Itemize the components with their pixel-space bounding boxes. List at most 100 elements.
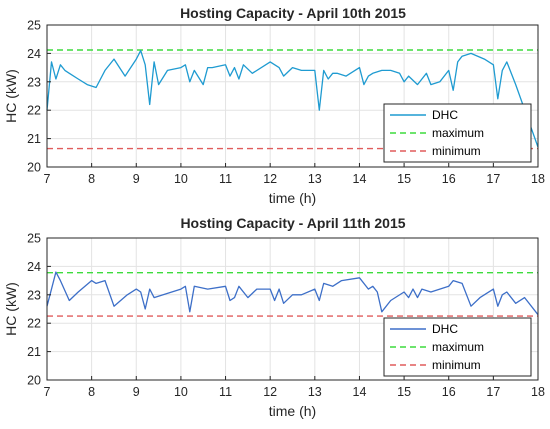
data-point [95, 86, 97, 88]
data-point [238, 285, 240, 287]
y-ticks: 20 21 22 23 24 25 [27, 19, 51, 175]
x-tick-label: 17 [486, 385, 500, 399]
data-point [448, 285, 450, 287]
data-point [461, 282, 463, 284]
x-tick-label: 13 [308, 172, 322, 186]
data-point [148, 103, 150, 105]
data-point [323, 282, 325, 284]
y-axis-label: HC (kW) [3, 282, 19, 336]
data-point [184, 285, 186, 287]
data-point [59, 64, 61, 66]
data-point [273, 299, 275, 301]
data-point [416, 296, 418, 298]
data-point [189, 81, 191, 83]
data-point [104, 279, 106, 281]
y-tick-label: 25 [27, 19, 41, 33]
y-tick-label: 24 [27, 47, 41, 61]
x-tick-label: 18 [531, 385, 545, 399]
series-line-dhc [46, 49, 539, 148]
x-tick-label: 13 [308, 385, 322, 399]
data-point [113, 58, 115, 60]
x-tick-label: 9 [133, 172, 140, 186]
data-point [77, 291, 79, 293]
data-point [229, 299, 231, 301]
data-point [189, 311, 191, 313]
data-point [403, 81, 405, 83]
x-tick-label: 11 [219, 172, 232, 186]
y-tick-label: 23 [27, 288, 41, 302]
x-tick-label: 16 [442, 385, 456, 399]
data-point [233, 296, 235, 298]
data-point [461, 55, 463, 57]
data-point [456, 61, 458, 63]
data-point [55, 271, 57, 273]
plot-frame [46, 237, 539, 381]
data-point [372, 285, 374, 287]
data-point [124, 75, 126, 77]
data-point [367, 288, 369, 290]
data-point [64, 69, 66, 71]
y-tick-label: 22 [27, 317, 41, 331]
data-point [135, 58, 137, 60]
x-axis-label: time (h) [269, 403, 316, 419]
y-axis-label: HC (kW) [3, 69, 19, 123]
data-point [247, 296, 249, 298]
legend-label-minimum: minimum [432, 144, 481, 158]
data-point [86, 83, 88, 85]
data-point [68, 299, 70, 301]
legend: DHC maximum minimum [383, 317, 532, 377]
legend-label-maximum: maximum [432, 126, 484, 140]
data-point [153, 296, 155, 298]
data-point [291, 294, 293, 296]
data-point [211, 66, 213, 68]
y-tick-label: 22 [27, 104, 41, 118]
data-point [470, 52, 472, 54]
data-point [416, 83, 418, 85]
data-point [452, 89, 454, 91]
x-tick-label: 16 [442, 172, 456, 186]
data-point [153, 61, 155, 63]
data-point [162, 294, 164, 296]
x-tick-label: 14 [353, 385, 367, 399]
data-point [492, 288, 494, 290]
data-point [514, 302, 516, 304]
data-point [327, 78, 329, 80]
data-point [381, 311, 383, 313]
legend-box [383, 103, 532, 163]
chart-april-10: Hosting Capacity - April 10th 2015 7 8 9 10… [3, 5, 545, 206]
x-tick-label: 7 [44, 385, 51, 399]
legend-box [383, 317, 532, 377]
data-point [224, 64, 226, 66]
data-point [497, 305, 499, 307]
chart-title: Hosting Capacity - April 10th 2015 [180, 5, 406, 21]
data-point [492, 64, 494, 66]
series-line-dhc [46, 271, 539, 316]
data-point [242, 64, 244, 66]
data-point [193, 69, 195, 71]
data-point [372, 72, 374, 74]
data-point [104, 69, 106, 71]
x-ticks: 7 8 9 10 11 12 13 14 15 16 17 18 [44, 376, 545, 399]
data-point [206, 66, 208, 68]
data-point [345, 75, 347, 77]
reference-lines [47, 271, 538, 317]
data-point [144, 64, 146, 66]
data-point [206, 288, 208, 290]
data-point [50, 61, 52, 63]
x-tick-label: 12 [263, 385, 277, 399]
data-point [282, 302, 284, 304]
data-point [340, 279, 342, 281]
data-point [224, 285, 226, 287]
data-point [233, 66, 235, 68]
data-point [180, 66, 182, 68]
data-point [140, 291, 142, 293]
x-tick-label: 10 [174, 172, 188, 186]
data-point [269, 288, 271, 290]
data-point [282, 75, 284, 77]
x-axis-label: time (h) [269, 190, 316, 206]
x-tick-label: 15 [397, 385, 411, 399]
data-point [193, 285, 195, 287]
data-point [229, 75, 231, 77]
chart-april-11: Hosting Capacity - April 11th 2015 7 8 9 10… [3, 215, 545, 419]
data-point [407, 75, 409, 77]
